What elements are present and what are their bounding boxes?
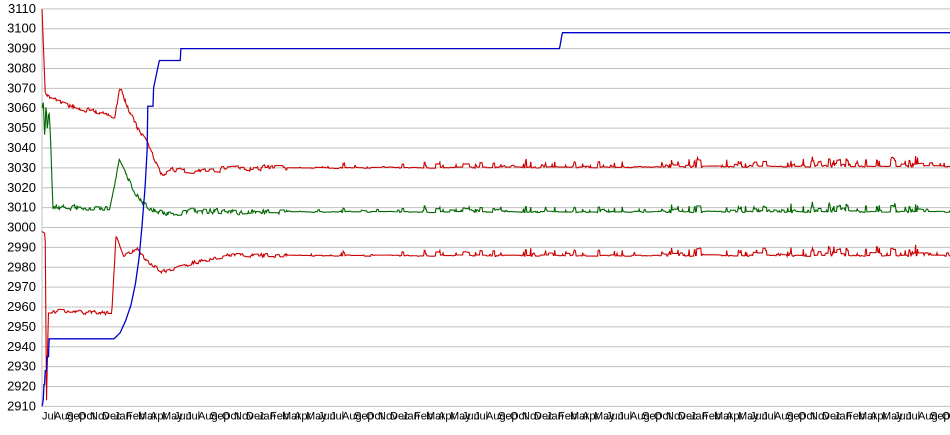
- svg-text:3060: 3060: [7, 100, 36, 115]
- svg-text:3020: 3020: [7, 180, 36, 195]
- svg-text:3080: 3080: [7, 60, 36, 75]
- svg-text:3000: 3000: [7, 220, 36, 235]
- svg-text:3010: 3010: [7, 200, 36, 215]
- svg-text:3030: 3030: [7, 160, 36, 175]
- svg-text:2960: 2960: [7, 299, 36, 314]
- svg-text:3040: 3040: [7, 140, 36, 155]
- svg-text:3110: 3110: [8, 1, 36, 16]
- svg-text:2930: 2930: [7, 359, 36, 374]
- svg-text:3100: 3100: [7, 21, 36, 36]
- svg-text:2950: 2950: [7, 319, 36, 334]
- svg-text:2910: 2910: [7, 398, 36, 413]
- svg-text:2980: 2980: [7, 259, 36, 274]
- svg-text:3050: 3050: [7, 120, 36, 135]
- svg-text:3070: 3070: [7, 80, 36, 95]
- svg-text:2970: 2970: [7, 279, 36, 294]
- svg-text:3090: 3090: [7, 41, 36, 56]
- svg-text:2990: 2990: [7, 239, 36, 254]
- svg-text:Oct: Oct: [942, 410, 950, 422]
- svg-text:2920: 2920: [7, 379, 36, 394]
- svg-text:2940: 2940: [7, 339, 36, 354]
